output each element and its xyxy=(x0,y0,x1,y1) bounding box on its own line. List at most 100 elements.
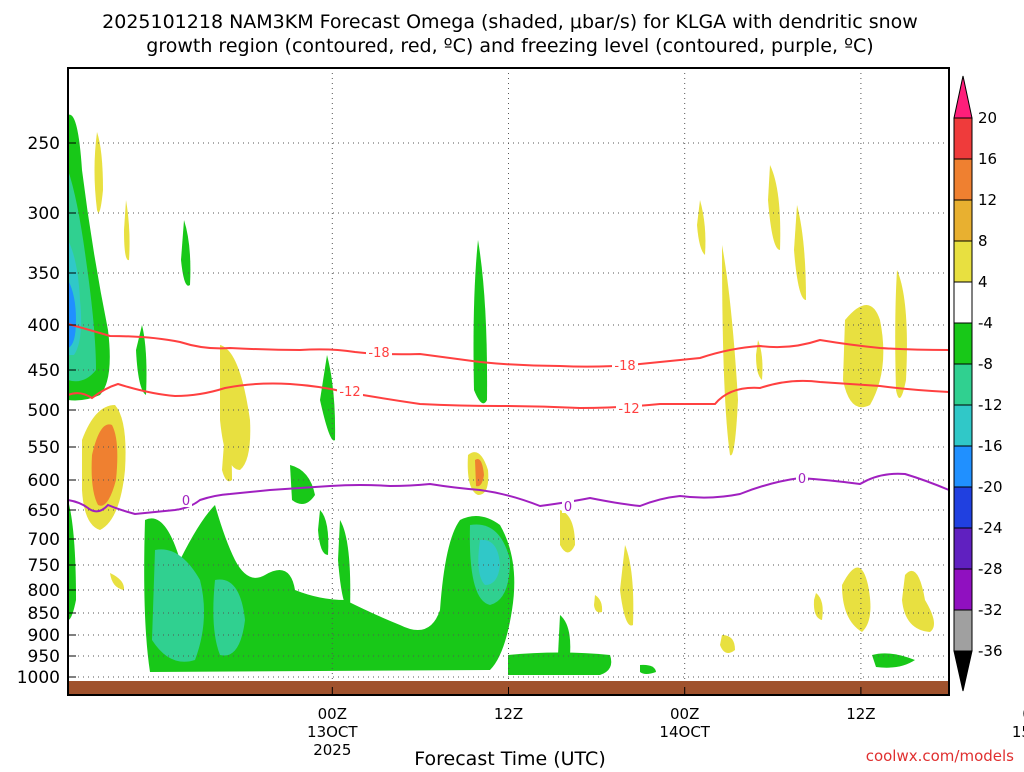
contour-labels: -18 -18 -12 -12 0 0 0 xyxy=(180,345,808,515)
contour-label-zero: 0 xyxy=(798,472,806,487)
contour-label-minus12: -12 xyxy=(618,402,639,417)
colorbar-swatch xyxy=(953,322,973,365)
contour-label-minus18: -18 xyxy=(368,346,389,361)
x-tick-label: 12Z xyxy=(494,705,523,723)
contour-label-minus18: -18 xyxy=(614,359,635,374)
colorbar-swatch xyxy=(953,240,973,283)
omega-region-blue xyxy=(68,280,76,348)
colorbar-swatch xyxy=(953,404,973,447)
y-tick-label: 250 xyxy=(28,134,60,154)
chart-title-line2: growth region (contoured, red, ºC) and f… xyxy=(146,35,873,57)
omega-region-green xyxy=(872,653,915,668)
omega-region-yellow xyxy=(697,200,706,255)
colorbar-swatch xyxy=(953,199,973,242)
omega-region-green xyxy=(640,664,656,674)
x-tick-label: 12Z xyxy=(846,705,875,723)
y-tick-label: 300 xyxy=(28,204,60,224)
temperature-contours xyxy=(67,323,950,516)
colorbar-swatch xyxy=(953,158,973,201)
omega-region-yellow xyxy=(756,340,763,380)
x-tick-label: 00Z xyxy=(670,705,699,723)
y-axis: 2503003504004505005506006507007508008509… xyxy=(17,134,76,688)
omega-region-yellow xyxy=(124,200,130,261)
y-tick-label: 850 xyxy=(28,604,60,624)
contour-label-zero: 0 xyxy=(564,500,572,515)
omega-region-yellow xyxy=(594,595,603,613)
y-tick-label: 500 xyxy=(28,401,60,421)
omega-region-orange xyxy=(91,424,118,506)
colorbar-bottom-arrow xyxy=(953,650,973,692)
plot-gridlines xyxy=(68,68,949,695)
colorbar-swatch xyxy=(953,363,973,406)
omega-region-green xyxy=(320,355,336,441)
omega-region-green xyxy=(290,465,315,504)
y-tick-label: 800 xyxy=(28,581,60,601)
omega-region-teal xyxy=(152,549,204,662)
omega-region-yellow xyxy=(560,510,575,553)
y-tick-label: 600 xyxy=(28,471,60,491)
x-tick-label: 00Z xyxy=(1022,705,1024,723)
colorbar-legend: 20 16 12 8 4 -4 -8 -12 -16 -20 -24 -28 -32 -36 xyxy=(953,75,1003,692)
omega-region-green xyxy=(181,220,191,286)
omega-region-cyan xyxy=(478,539,500,585)
chart-title-line1: 2025101218 NAM3KM Forecast Omega (shaded… xyxy=(102,11,918,33)
colorbar-level-label: -36 xyxy=(978,642,1003,660)
colorbar-swatch xyxy=(953,527,973,570)
omega-region-yellow xyxy=(110,573,125,590)
colorbar-level-label: -4 xyxy=(978,314,993,332)
credit-text: coolwx.com/models xyxy=(866,747,1014,765)
omega-region-green xyxy=(318,510,329,555)
x-axis-title: Forecast Time (UTC) xyxy=(414,748,605,768)
y-tick-label: 450 xyxy=(28,361,60,381)
x-tick-date: 15OCT xyxy=(1012,723,1024,741)
y-tick-label: 1000 xyxy=(17,668,60,688)
colorbar-level-label: 4 xyxy=(978,273,988,291)
contour-label-minus12: -12 xyxy=(339,385,360,400)
omega-region-yellow xyxy=(768,165,781,250)
colorbar-level-label: 20 xyxy=(978,109,997,127)
colorbar-level-label: 8 xyxy=(978,232,988,250)
contour-line-minus12 xyxy=(67,379,950,410)
contour-label-zero: 0 xyxy=(182,494,190,509)
y-tick-label: 700 xyxy=(28,530,60,550)
colorbar-swatch xyxy=(953,281,973,324)
x-tick-year: 2025 xyxy=(313,741,351,759)
y-tick-label: 550 xyxy=(28,438,60,458)
colorbar-swatch xyxy=(953,117,973,160)
y-tick-label: 350 xyxy=(28,264,60,284)
colorbar-level-label: 12 xyxy=(978,191,997,209)
omega-region-orange xyxy=(475,459,484,487)
colorbar-top-arrow xyxy=(953,75,973,119)
y-tick-label: 900 xyxy=(28,626,60,646)
y-tick-label: 400 xyxy=(28,316,60,336)
omega-region-green xyxy=(338,520,351,610)
x-tick-date: 13OCT xyxy=(307,723,358,741)
colorbar-swatch xyxy=(953,609,973,652)
colorbar-level-label: -12 xyxy=(978,396,1003,414)
y-tick-label: 650 xyxy=(28,501,60,521)
y-tick-label: 950 xyxy=(28,647,60,667)
colorbar-level-label: -16 xyxy=(978,437,1003,455)
x-axis: 00Z13OCT202512Z00Z14OCT12Z00Z15OCT xyxy=(307,687,1024,759)
omega-region-yellow xyxy=(843,305,884,408)
omega-region-yellow xyxy=(720,635,735,654)
colorbar-swatch xyxy=(953,486,973,529)
omega-region-green xyxy=(508,652,612,675)
omega-region-yellow xyxy=(895,270,907,398)
omega-region-green xyxy=(136,325,147,395)
colorbar-swatch xyxy=(953,445,973,488)
colorbar-level-label: -24 xyxy=(978,519,1003,537)
omega-region-green xyxy=(558,615,571,655)
colorbar-level-label: -20 xyxy=(978,478,1003,496)
colorbar-level-label: 16 xyxy=(978,150,997,168)
omega-region-yellow xyxy=(222,430,232,482)
colorbar-level-label: -32 xyxy=(978,601,1003,619)
contour-line-minus18 xyxy=(67,323,950,368)
colorbar-level-label: -8 xyxy=(978,355,993,373)
omega-region-yellow xyxy=(842,567,871,632)
omega-shading xyxy=(68,114,934,675)
colorbar-swatch xyxy=(953,568,973,611)
omega-region-yellow xyxy=(794,205,806,300)
